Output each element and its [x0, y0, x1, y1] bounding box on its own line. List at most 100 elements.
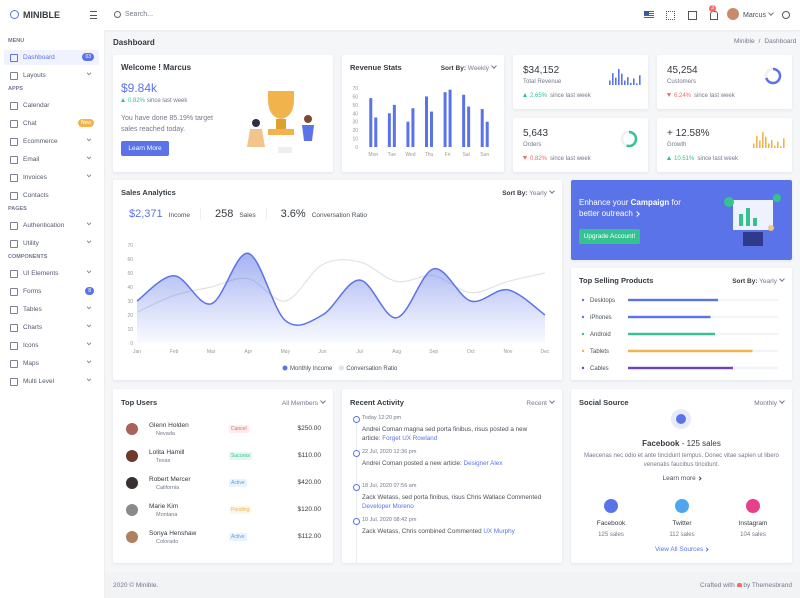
activity-time: Today 12:20 pm [362, 415, 402, 421]
user-location: California [156, 485, 180, 491]
nav-label[interactable]: Multi Level [23, 378, 55, 385]
brand[interactable]: MINIBLE [23, 10, 60, 20]
learn-more-button[interactable]: Learn More [121, 141, 169, 156]
nav-item[interactable]: Email [4, 152, 99, 167]
nav-label[interactable]: Tables [23, 306, 42, 313]
x-tick-label: Jan [133, 349, 141, 355]
legend-marker [282, 365, 288, 371]
timeline-dot [353, 450, 360, 457]
sort-dropdown[interactable]: Sort By: Weekly [441, 63, 497, 72]
nav-item[interactable]: Layouts [4, 68, 99, 83]
nav-label[interactable]: Utility [23, 240, 39, 247]
nav-label[interactable]: Maps [23, 360, 39, 367]
headline-name: Facebook [642, 439, 680, 448]
status-badge: Success [229, 452, 252, 460]
user-name-text[interactable]: Marcus [743, 12, 766, 19]
nav-item[interactable]: Utility [4, 236, 99, 251]
user-name: Lolita Hamill [149, 449, 185, 456]
activity-link[interactable]: Forget UX Rowland [382, 435, 438, 442]
nav-item[interactable]: UI Elements [4, 266, 99, 281]
nav-item[interactable]: Invoices [4, 170, 99, 185]
user-avatar[interactable] [727, 8, 739, 20]
y-tick-label: 20 [352, 128, 358, 134]
learn-more-link[interactable]: Learn more [571, 475, 792, 482]
nav-label[interactable]: UI Elements [23, 270, 59, 277]
nav-label[interactable]: Charts [23, 324, 43, 331]
nav-item[interactable]: Forms 8 [4, 284, 99, 299]
nav-label[interactable]: Chat [23, 120, 37, 127]
view-all-text[interactable]: View All Sources [654, 546, 704, 553]
change-value: 6.24% [674, 93, 692, 99]
nav-item[interactable]: Dashboard 03 [4, 50, 99, 65]
nav-icon [10, 72, 18, 80]
legend-label: Monthly Income [290, 366, 333, 372]
nav-label[interactable]: Icons [23, 342, 39, 349]
nav-label[interactable]: Invoices [23, 174, 47, 181]
y-tick-label: 30 [352, 120, 358, 126]
source-icon [746, 499, 760, 513]
filter-value[interactable]: Recent [526, 400, 547, 407]
nav-item[interactable]: Contacts [4, 188, 99, 203]
apps-icon[interactable] [666, 11, 675, 20]
user-location: Nevada [156, 431, 175, 437]
card-title: Welcome ! Marcus [121, 63, 192, 72]
activity-text: Zack Wetass, Chris combined Commented UX… [362, 527, 547, 536]
user-row: Robert Mercer California Active $420.00 [113, 473, 333, 497]
x-tick-label: Wed [405, 152, 415, 158]
nav-label[interactable]: Calendar [23, 102, 50, 109]
search-input[interactable]: Search... [125, 11, 154, 18]
sort-dropdown[interactable]: Sort By: Yearly [502, 188, 555, 197]
sort-value[interactable]: Weekly [467, 65, 489, 72]
card-title: Top Users [121, 398, 158, 407]
sort-value[interactable]: Yearly [529, 190, 547, 197]
filter-value[interactable]: All Members [281, 400, 318, 407]
nav-item[interactable]: Ecommerce [4, 134, 99, 149]
x-tick-label: May [281, 349, 291, 355]
nav-item[interactable]: Authentication [4, 218, 99, 233]
timeline-dot [353, 484, 360, 491]
user-name: Glenn Holden [149, 422, 189, 429]
activity-link[interactable]: UX Murphy [483, 528, 515, 535]
sort-value[interactable]: Yearly [759, 278, 777, 285]
nav-item[interactable]: Charts [4, 320, 99, 335]
nav-label[interactable]: Forms [23, 288, 42, 295]
nav-item[interactable]: Maps [4, 356, 99, 371]
bullet [581, 366, 585, 370]
filter-value[interactable]: Monthly [754, 400, 777, 407]
filter-dropdown[interactable]: Monthly [754, 398, 785, 407]
settings-icon[interactable] [782, 11, 790, 19]
nav-label[interactable]: Ecommerce [23, 138, 58, 145]
nav-label[interactable]: Email [23, 156, 40, 163]
learn-more-text[interactable]: Learn more [662, 475, 696, 482]
nav-label[interactable]: Authentication [23, 222, 65, 229]
sort-dropdown[interactable]: Sort By: Yearly [732, 276, 785, 285]
nav-item[interactable]: Icons [4, 338, 99, 353]
kpi-value: 258 [214, 208, 234, 220]
view-all-link[interactable]: View All Sources [571, 546, 792, 553]
nav-item[interactable]: Calendar [4, 98, 99, 113]
nav-label[interactable]: Layouts [23, 72, 46, 79]
fullscreen-icon[interactable] [688, 11, 697, 20]
nav-label[interactable]: Contacts [23, 192, 49, 199]
social-source-card: Social Source Monthly Facebook - 125 sal… [571, 389, 792, 563]
product-label: Tablets [590, 349, 609, 355]
stat-label: Orders [523, 142, 542, 148]
nav-item[interactable]: Chat New [4, 116, 99, 131]
filter-dropdown[interactable]: Recent [526, 398, 555, 407]
nav-item[interactable]: Tables [4, 302, 99, 317]
breadcrumb-item[interactable]: Minible [734, 38, 755, 45]
bullet [581, 298, 585, 302]
language-flag[interactable] [644, 11, 654, 18]
y-tick-label: 10 [127, 327, 133, 333]
activity-link[interactable]: Designer Alex [463, 460, 503, 467]
activity-link[interactable]: Developer Moreno [362, 503, 414, 510]
menu-toggle[interactable] [90, 11, 97, 19]
user-avatar [126, 450, 138, 462]
upgrade-button[interactable]: Upgrade Account! [579, 229, 640, 244]
nav-label[interactable]: Dashboard [23, 54, 55, 61]
notification-icon[interactable] [710, 11, 718, 20]
filter-dropdown[interactable]: All Members [281, 398, 326, 407]
user-name[interactable]: Marcus [743, 10, 774, 19]
nav-item[interactable]: Multi Level [4, 374, 99, 389]
credits: Crafted with by Themesbrand [700, 582, 792, 589]
